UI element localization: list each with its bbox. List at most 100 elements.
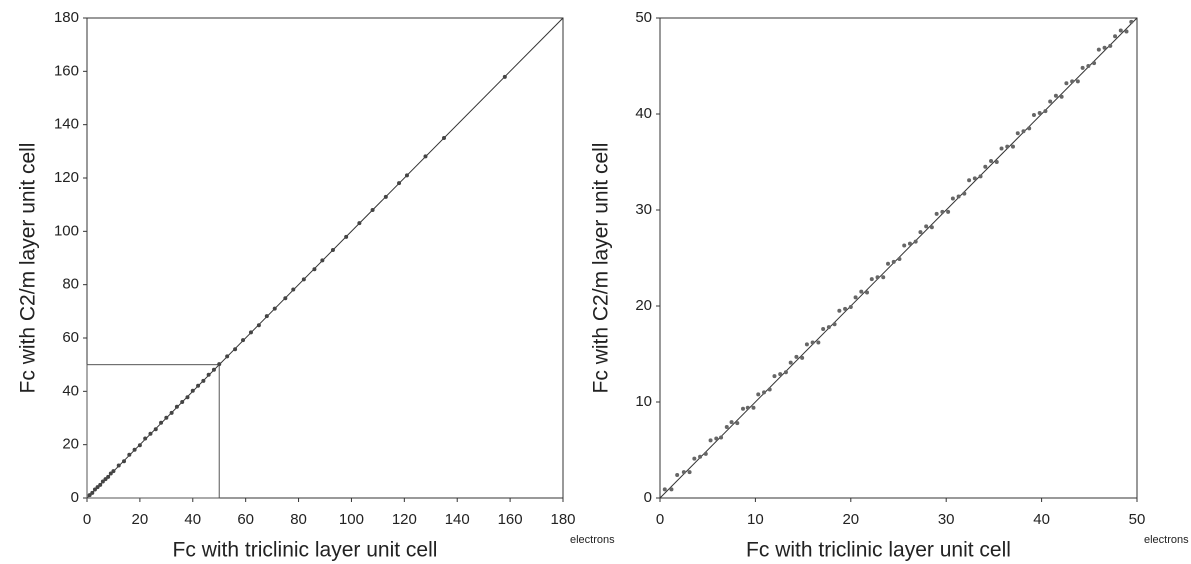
data-point bbox=[1108, 43, 1113, 48]
data-point bbox=[788, 360, 793, 365]
data-point bbox=[837, 308, 842, 313]
data-point bbox=[1037, 111, 1042, 116]
data-point bbox=[714, 436, 719, 441]
y-tick-label: 30 bbox=[635, 201, 652, 218]
data-point bbox=[256, 323, 261, 328]
data-point bbox=[1010, 144, 1015, 149]
data-point bbox=[92, 487, 97, 492]
x-tick-label: 50 bbox=[1129, 511, 1146, 528]
x-tick-label: 80 bbox=[290, 511, 307, 528]
data-point bbox=[918, 230, 923, 235]
data-point bbox=[383, 194, 388, 199]
data-point bbox=[330, 248, 335, 252]
chart-panel: 0 10 20 30 40 50 0 10 20 30 40 50 Fc with triclinic … bbox=[590, 9, 1190, 562]
data-point bbox=[821, 327, 826, 332]
y-tick-label: 10 bbox=[635, 393, 652, 410]
data-point bbox=[848, 304, 853, 309]
data-point bbox=[794, 354, 799, 359]
data-point bbox=[143, 436, 148, 441]
data-point bbox=[853, 295, 858, 300]
data-point bbox=[1086, 64, 1091, 68]
data-point bbox=[810, 340, 815, 345]
data-point bbox=[137, 443, 142, 448]
data-point bbox=[778, 372, 783, 377]
data-point bbox=[1080, 65, 1085, 70]
y-tick-label: 160 bbox=[54, 62, 79, 79]
data-point bbox=[185, 395, 190, 400]
data-point bbox=[832, 322, 837, 327]
data-point bbox=[442, 136, 446, 140]
data-point bbox=[719, 435, 724, 440]
data-point bbox=[924, 224, 929, 229]
data-point bbox=[127, 452, 132, 457]
data-point bbox=[886, 261, 891, 266]
data-point bbox=[708, 438, 713, 443]
y-axis-title: Fc with C2/m layer unit cell bbox=[590, 143, 613, 394]
data-point bbox=[423, 154, 428, 159]
data-point bbox=[291, 287, 296, 292]
data-point bbox=[783, 370, 788, 375]
data-point bbox=[767, 387, 772, 392]
y-tick-label: 50 bbox=[635, 9, 652, 26]
data-point bbox=[320, 258, 325, 263]
data-point bbox=[357, 221, 362, 226]
data-point bbox=[1053, 93, 1058, 98]
data-point bbox=[1075, 79, 1080, 84]
diagonal-line bbox=[86, 17, 564, 499]
data-point bbox=[159, 420, 164, 425]
y-axis-title: Fc with C2/m layer unit cell bbox=[17, 143, 40, 394]
data-point bbox=[1021, 129, 1026, 134]
y-tick-label: 100 bbox=[54, 222, 79, 239]
y-tick-label: 20 bbox=[62, 436, 79, 453]
data-point bbox=[891, 259, 896, 264]
x-tick-label: 180 bbox=[550, 511, 575, 528]
data-point bbox=[745, 405, 750, 410]
x-tick-label: 160 bbox=[498, 511, 523, 528]
data-point bbox=[756, 392, 761, 397]
x-tick-label: 100 bbox=[339, 511, 364, 528]
x-tick-label: 0 bbox=[83, 511, 91, 528]
data-point bbox=[698, 454, 703, 459]
data-point bbox=[132, 447, 137, 452]
data-point bbox=[153, 427, 158, 432]
y-tick-label: 0 bbox=[71, 489, 79, 506]
x-tick-label: 30 bbox=[938, 511, 955, 528]
data-point bbox=[1070, 79, 1075, 84]
data-point bbox=[1059, 94, 1064, 99]
data-point bbox=[248, 330, 253, 335]
zoom-box bbox=[86, 364, 220, 499]
data-point bbox=[98, 482, 103, 487]
data-point bbox=[122, 459, 127, 464]
data-point bbox=[800, 355, 805, 360]
data-point bbox=[703, 451, 708, 456]
x-tick-label: 10 bbox=[747, 511, 764, 528]
data-point bbox=[687, 470, 692, 475]
data-point bbox=[1092, 61, 1097, 66]
x-tick-label: 20 bbox=[132, 511, 149, 528]
data-point bbox=[164, 415, 169, 420]
y-tick-label: 60 bbox=[62, 329, 79, 346]
y-tick-label: 40 bbox=[635, 105, 652, 122]
data-point bbox=[692, 456, 697, 461]
data-point bbox=[312, 267, 317, 272]
data-point bbox=[1124, 29, 1129, 34]
x-tick-label: 140 bbox=[445, 511, 470, 528]
y-tick-label: 80 bbox=[62, 276, 79, 293]
data-point bbox=[502, 74, 507, 79]
data-point bbox=[983, 164, 988, 169]
data-point bbox=[190, 388, 195, 393]
data-point bbox=[962, 191, 967, 196]
data-point bbox=[956, 194, 961, 199]
data-point bbox=[950, 196, 955, 201]
data-point bbox=[729, 420, 734, 425]
data-point bbox=[902, 243, 907, 248]
data-point bbox=[1015, 131, 1020, 136]
data-point bbox=[999, 146, 1004, 151]
data-point bbox=[761, 390, 766, 395]
data-point bbox=[978, 174, 983, 179]
data-point bbox=[1064, 81, 1069, 86]
data-point bbox=[206, 372, 211, 377]
data-point bbox=[111, 469, 116, 474]
y-tick-label: 20 bbox=[635, 297, 652, 314]
data-point bbox=[1102, 45, 1107, 50]
